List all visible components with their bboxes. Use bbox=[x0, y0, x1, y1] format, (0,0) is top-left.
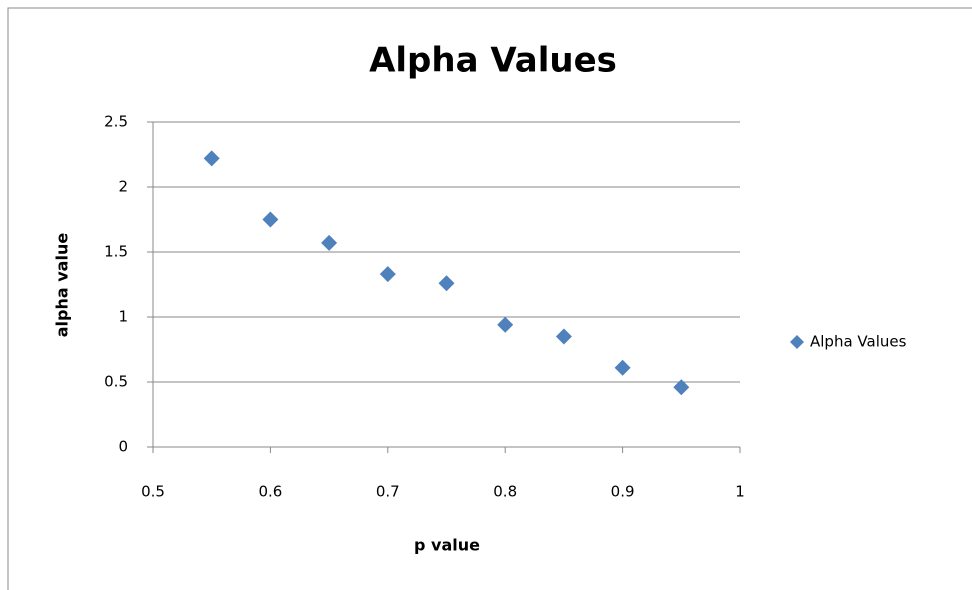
point bbox=[321, 234, 338, 251]
point bbox=[614, 359, 631, 376]
y-tick-label: 0.5 bbox=[104, 373, 128, 391]
x-tick-label: 0.7 bbox=[376, 483, 400, 501]
legend-marker bbox=[790, 335, 804, 349]
point bbox=[203, 150, 220, 167]
y-tick-label: 2 bbox=[118, 178, 128, 196]
point bbox=[497, 316, 514, 333]
y-tick-label: 0 bbox=[118, 438, 128, 456]
x-tick-label: 0.5 bbox=[141, 483, 165, 501]
x-tick-label: 0.9 bbox=[611, 483, 635, 501]
x-tick-label: 0.8 bbox=[493, 483, 517, 501]
legend-label: Alpha Values bbox=[810, 333, 907, 351]
x-tick-label: 1 bbox=[735, 483, 745, 501]
x-tick-label: 0.6 bbox=[258, 483, 282, 501]
x-axis-label: p value bbox=[414, 536, 480, 555]
point bbox=[555, 328, 572, 345]
point bbox=[438, 275, 455, 292]
point bbox=[379, 266, 396, 283]
point bbox=[262, 211, 279, 228]
y-axis-label: alpha value bbox=[53, 233, 72, 338]
point bbox=[673, 379, 690, 396]
y-tick-label: 2.5 bbox=[104, 113, 128, 131]
y-tick-label: 1.5 bbox=[104, 243, 128, 261]
chart-title: Alpha Values bbox=[369, 41, 617, 81]
y-tick-label: 1 bbox=[118, 308, 128, 326]
chart-border bbox=[7, 7, 972, 590]
